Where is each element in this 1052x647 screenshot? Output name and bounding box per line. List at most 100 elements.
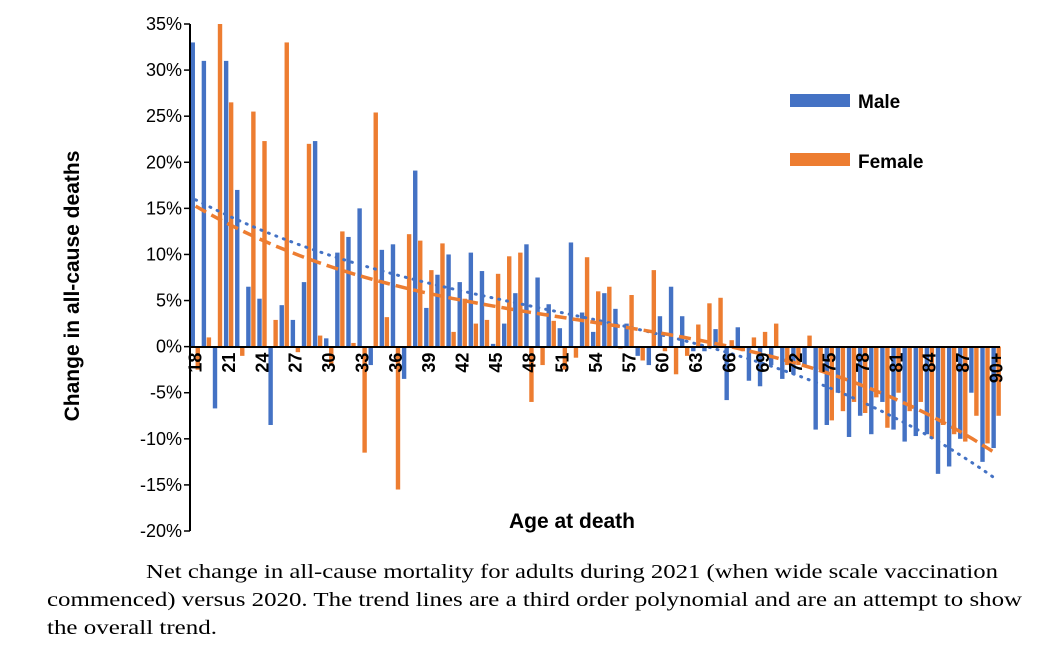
bar-female-63 [696,324,701,347]
y-tick-label: -5% [150,383,182,403]
x-tick-label: 54 [586,353,606,373]
legend-swatch-male [790,94,850,107]
bar-female-73 [807,335,812,347]
bar-male-33 [357,208,362,347]
bar-female-42 [462,298,467,347]
y-tick-label: 0% [156,337,182,357]
x-tick-label: 69 [753,353,773,373]
bar-male-26 [279,305,284,347]
bar-female-29 [317,335,323,347]
bar-male-55 [602,293,607,347]
y-axis-ticks: 35% 30% 25% 20% 15% 10% 5% 0% -5% -10% -15% -20% [140,14,190,541]
bar-male-77 [846,346,852,437]
x-tick-label: 45 [486,353,506,373]
bar-male-35 [379,249,385,347]
bar-male-71 [780,346,785,379]
bar-male-29 [312,141,318,347]
bar-male-23 [246,286,251,347]
bar-female-18 [195,346,200,370]
bar-male-21 [223,60,229,347]
bar-male-40 [435,274,440,347]
bar-female-58 [640,346,645,361]
bar-male-58 [635,346,640,356]
bars [190,24,1001,490]
bar-female-64 [707,303,712,347]
bar-male-64 [702,346,707,352]
bar-male-38 [413,170,418,347]
bar-male-41 [446,254,451,347]
y-axis-title: Change in all-cause deaths [61,151,84,422]
bar-female-26 [284,42,289,347]
bar-female-66 [729,340,734,347]
bar-male-25 [268,346,273,425]
bar-male-62 [679,316,685,347]
bar-male-63 [691,346,696,352]
bar-female-74 [818,346,823,370]
bar-male-59 [646,346,652,366]
bar-male-22 [235,189,240,347]
bar-male-88 [969,346,974,393]
bar-male-36 [390,244,396,347]
bar-female-19 [206,337,212,347]
bar-female-28 [306,143,312,347]
bar-female-52 [573,346,579,358]
bar-male-73 [802,346,807,366]
bar-male-83 [913,346,918,437]
x-tick-label: 24 [252,353,272,373]
bar-male-90+ [991,346,996,449]
bar-female-35 [384,317,390,347]
bar-female-43 [473,323,479,347]
y-tick-label: 25% [146,106,182,126]
bar-female-78 [862,346,868,414]
bar-female-80 [885,346,890,428]
bar-male-37 [401,346,407,379]
bar-female-41 [451,331,456,347]
bar-female-27 [295,346,301,353]
bar-male-51 [557,328,563,347]
bar-male-18 [190,42,195,347]
bar-female-55 [607,286,612,347]
bar-female-45 [495,273,501,347]
x-tick-label: 48 [519,353,539,373]
x-tick-label: 39 [419,353,439,373]
x-tick-label: 51 [553,353,573,373]
figure-caption: Net change in all-cause mortality for ad… [47,561,1023,639]
bar-male-85 [935,346,941,474]
bar-female-36 [395,346,401,490]
bar-male-82 [902,346,907,442]
bar-female-90+ [996,346,1001,416]
bar-female-81 [896,346,901,393]
bar-female-22 [240,346,245,356]
bar-female-46 [507,256,512,347]
bar-female-61 [673,346,679,375]
bar-male-53 [579,312,585,347]
bar-male-46 [502,323,507,347]
caption-line-3: the overall trend. [47,617,217,639]
y-tick-label: 35% [146,14,182,34]
bar-male-86 [946,346,952,467]
trend-line-male [194,198,998,481]
trend-lines [194,198,998,481]
bar-female-20 [217,24,223,347]
bar-female-53 [584,257,590,347]
x-tick-label: 57 [619,353,639,373]
x-tick-label: 90+ [986,353,1006,384]
bar-female-25 [273,319,278,347]
legend-label-male: Male [858,92,900,113]
bar-female-30 [329,346,334,366]
bar-female-44 [484,319,490,347]
bar-male-76 [835,346,841,393]
caption-line-2: commenced) versus 2020. The trend lines … [47,589,1023,611]
bar-male-56 [613,308,618,347]
bar-female-82 [907,346,912,412]
bar-female-87 [963,346,968,442]
bar-male-60 [657,316,663,347]
bar-female-24 [262,141,267,347]
bar-male-42 [457,282,462,347]
bar-female-33 [362,346,367,453]
bar-female-54 [596,291,601,347]
bar-male-27 [290,319,296,347]
trend-line-female [194,204,998,456]
bar-female-69 [762,331,768,347]
bar-male-43 [468,252,474,347]
